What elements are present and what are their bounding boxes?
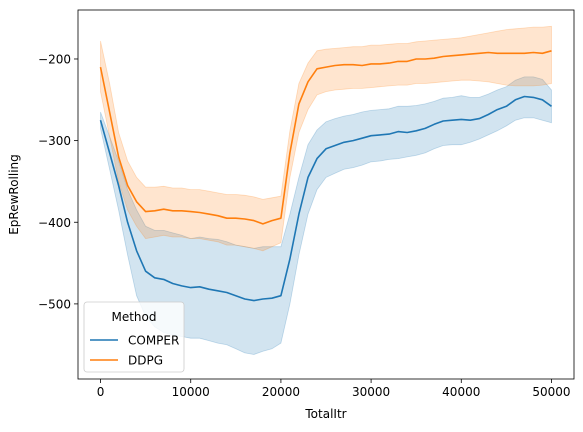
y-tick-label: −500 xyxy=(38,297,71,311)
x-axis-label: TotalItr xyxy=(304,407,346,421)
line-ddpg xyxy=(99,50,552,225)
legend-label-comper: COMPER xyxy=(128,334,179,348)
plot-frame xyxy=(77,9,575,380)
legend: Method COMPER DDPG xyxy=(83,301,185,373)
legend-entries: COMPER DDPG xyxy=(90,334,179,368)
legend-box xyxy=(83,301,185,373)
x-tick-label: 0 xyxy=(97,385,105,399)
x-tick-label: 20000 xyxy=(262,385,300,399)
series-lines xyxy=(99,50,552,302)
legend-title: Method xyxy=(111,310,156,324)
x-tick-label: 10000 xyxy=(172,385,210,399)
x-tick-label: 50000 xyxy=(532,385,570,399)
x-axis-ticks: 0 10000 20000 30000 40000 50000 xyxy=(97,379,571,399)
line-comper xyxy=(99,95,552,302)
x-tick-label: 30000 xyxy=(352,385,390,399)
x-tick-label: 40000 xyxy=(442,385,480,399)
band-comper xyxy=(100,76,552,355)
y-tick-label: −400 xyxy=(38,216,71,230)
y-axis-ticks: −500 −400 −300 −200 xyxy=(38,52,78,311)
y-tick-label: −200 xyxy=(38,52,71,66)
confidence-bands xyxy=(100,25,552,355)
y-tick-label: −300 xyxy=(38,134,71,148)
band-ddpg xyxy=(100,25,552,252)
y-axis-label: EpRewRolling xyxy=(7,154,21,235)
legend-label-ddpg: DDPG xyxy=(128,354,163,368)
